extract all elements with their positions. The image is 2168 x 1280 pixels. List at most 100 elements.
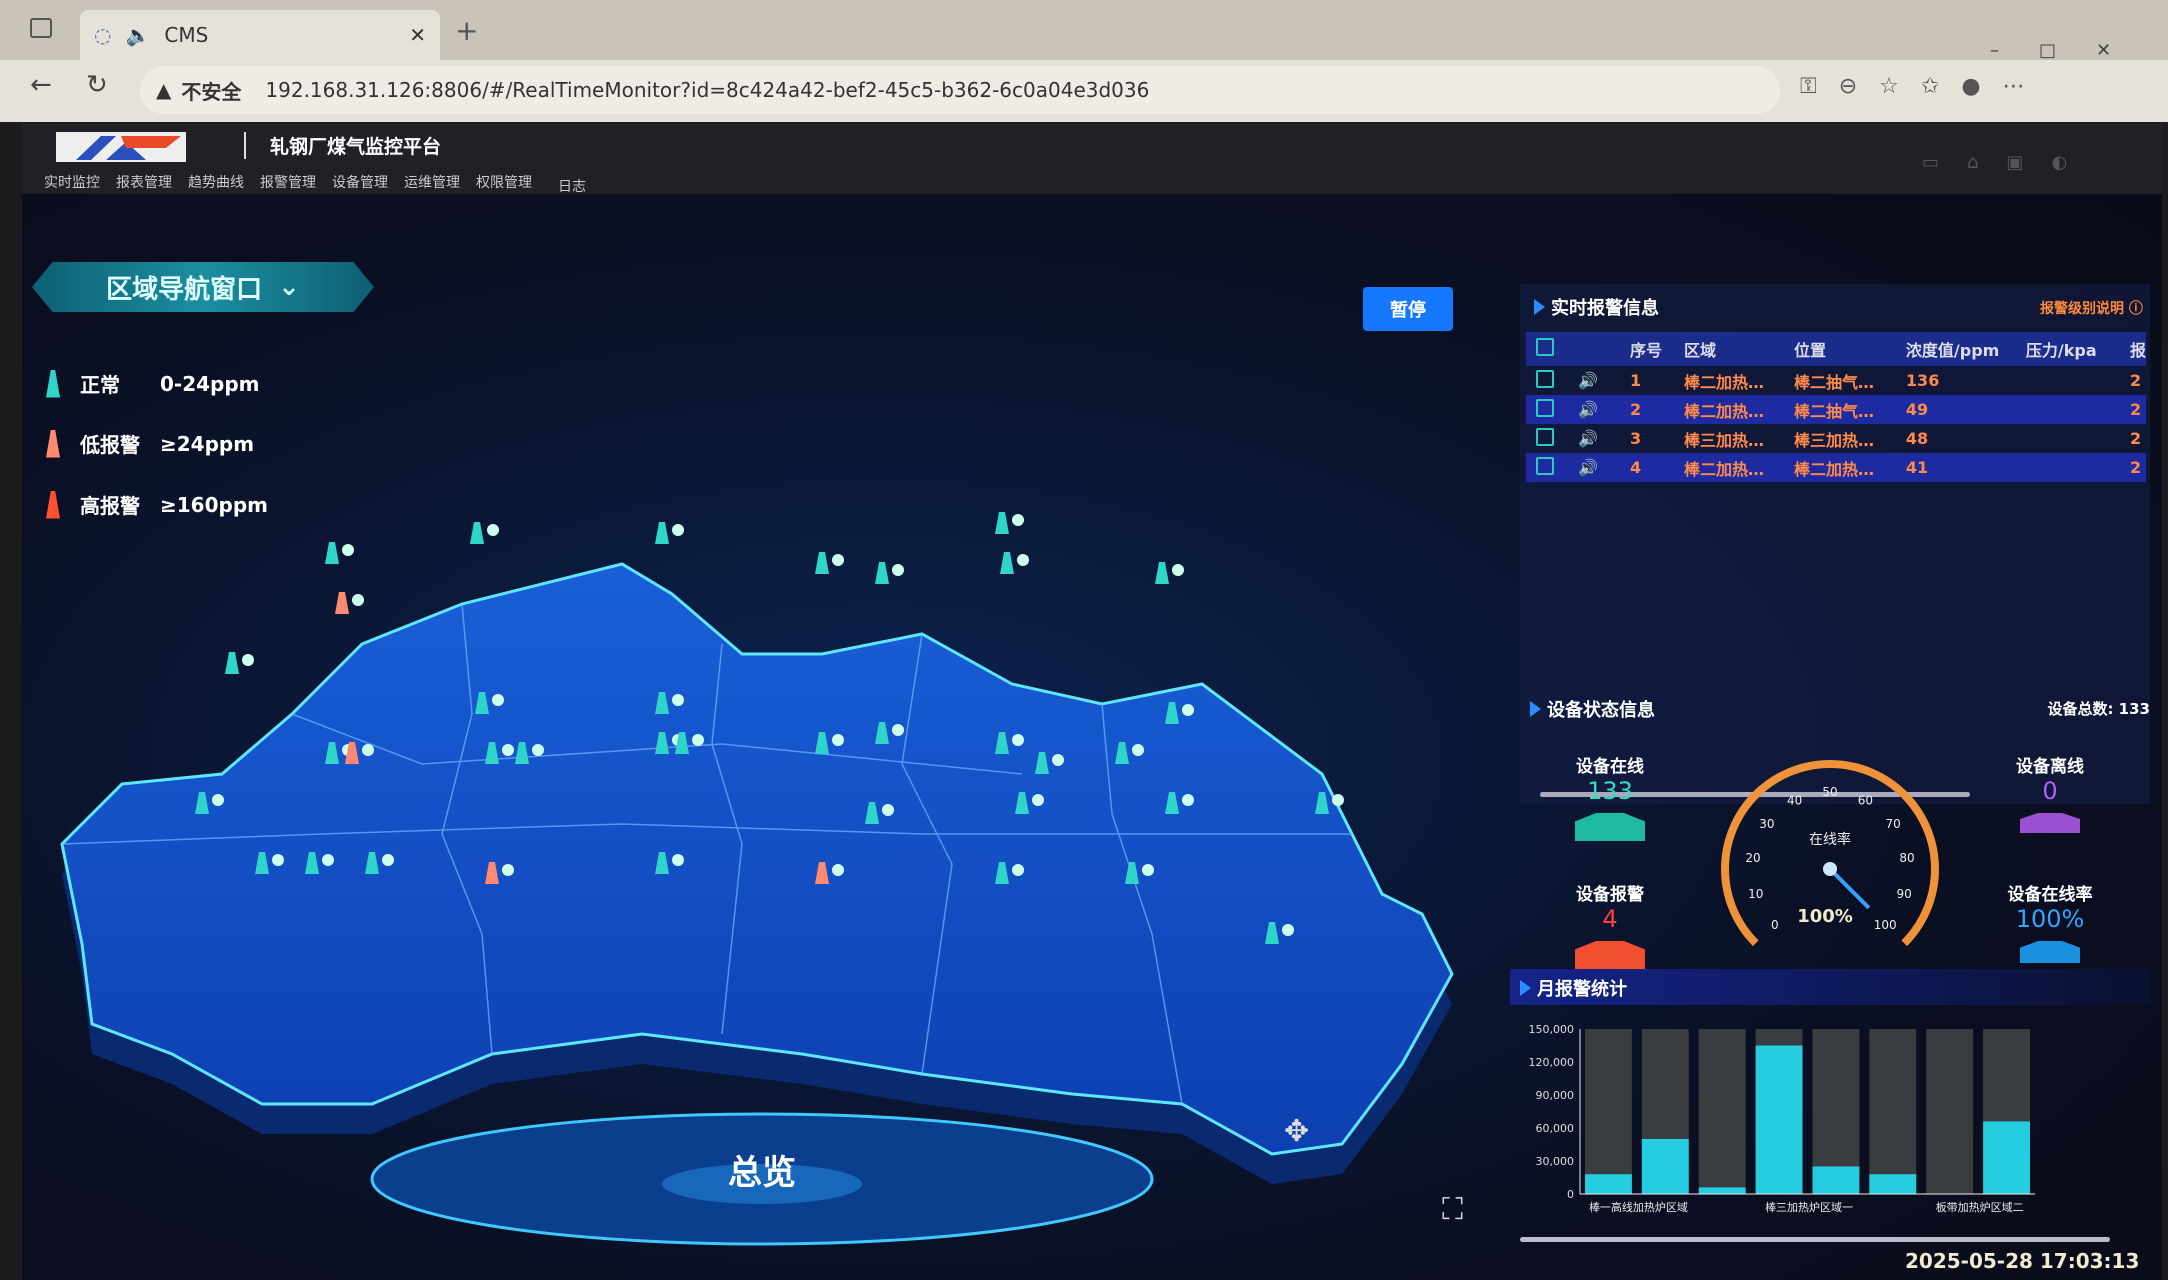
speaker-icon[interactable]: 🔊	[1577, 371, 1598, 390]
shield-icon	[692, 734, 704, 746]
shield-icon	[1012, 864, 1024, 876]
gauge-tick-label: 70	[1885, 817, 1900, 831]
sensor-marker[interactable]	[875, 562, 889, 584]
bar	[1698, 1187, 1746, 1194]
select-all-checkbox[interactable]	[1536, 338, 1554, 356]
sensor-marker[interactable]	[1000, 552, 1014, 574]
sensor-marker[interactable]	[485, 742, 499, 764]
legend-label: 高报警	[80, 494, 140, 518]
alarm-level-help-link[interactable]: 报警级别说明 ⓘ	[2040, 298, 2143, 318]
y-tick-label: 120,000	[1529, 1056, 1575, 1069]
col-ppm: 浓度值/ppm	[1905, 332, 2026, 366]
row-checkbox[interactable]	[1536, 456, 1554, 475]
y-tick-label: 60,000	[1536, 1122, 1575, 1135]
legend-range: 0-24ppm	[160, 371, 260, 396]
shield-icon	[1017, 554, 1029, 566]
nav-devices[interactable]: 设备管理	[332, 175, 388, 191]
table-row[interactable]: 🔊 2 棒二加热… 棒二抽气… 49 2	[1526, 395, 2146, 424]
speaker-icon[interactable]: 🔊	[1577, 453, 1630, 482]
tab-actions-icon[interactable]	[30, 18, 52, 38]
table-row[interactable]: 🔊 3 棒三加热… 棒三加热… 48 2	[1526, 424, 2146, 453]
cell-pressure	[2025, 395, 2130, 424]
sensor-marker[interactable]	[1155, 562, 1169, 584]
sensor-marker[interactable]	[305, 852, 319, 874]
sensor-marker[interactable]	[655, 732, 669, 754]
new-tab-icon[interactable]: +	[455, 14, 479, 47]
sensor-marker[interactable]	[995, 512, 1009, 534]
shield-icon	[892, 564, 904, 576]
sensor-marker[interactable]	[195, 792, 209, 814]
sensor-marker[interactable]	[655, 852, 669, 874]
window-controls[interactable]: –□✕	[1990, 40, 2152, 61]
nav-logs[interactable]: 日志	[558, 179, 586, 195]
sensor-marker[interactable]	[225, 652, 239, 674]
overview-platform[interactable]: 总览	[370, 1112, 1154, 1246]
speaker-icon[interactable]: 🔊	[1577, 395, 1630, 424]
speaker-icon[interactable]: 🔊	[1577, 429, 1598, 448]
sensor-marker[interactable]	[1165, 702, 1179, 724]
nav-realtime[interactable]: 实时监控	[44, 175, 100, 191]
url-field[interactable]: ▲ 不安全 192.168.31.126:8806/#/RealTimeMoni…	[140, 66, 1780, 114]
nav-reports[interactable]: 报表管理	[116, 175, 172, 191]
sensor-marker[interactable]	[1035, 752, 1049, 774]
sensor-marker[interactable]	[1165, 792, 1179, 814]
reload-icon[interactable]: ↻	[86, 70, 108, 100]
legend-range: ≥24ppm	[160, 431, 255, 456]
sensor-marker[interactable]	[365, 852, 379, 874]
sensor-marker[interactable]	[345, 742, 359, 764]
sensor-marker[interactable]	[655, 522, 669, 544]
x-tick-label: 板带加热炉区域二	[1936, 1200, 2024, 1214]
sensor-marker[interactable]	[1015, 792, 1029, 814]
cell-position: 棒三加热…	[1793, 430, 1874, 450]
sensor-marker[interactable]	[815, 862, 829, 884]
sensor-marker[interactable]	[515, 742, 529, 764]
sensor-marker[interactable]	[325, 742, 339, 764]
pause-button[interactable]: 暂停	[1363, 287, 1453, 331]
sensor-marker[interactable]	[815, 732, 829, 754]
browser-toolbar-icons[interactable]: ⚿⊖☆✩●⋯	[1800, 74, 2047, 99]
region-nav-dropdown[interactable]: 区域导航窗口 ⌄	[32, 262, 374, 312]
plant-area-map[interactable]: 总览	[22, 414, 1482, 1264]
sensor-marker[interactable]	[815, 552, 829, 574]
company-logo	[56, 132, 186, 162]
x-tick-label: 棒一高线加热炉区域	[1589, 1200, 1688, 1214]
sensor-marker[interactable]	[865, 802, 879, 824]
nav-maintenance[interactable]: 运维管理	[404, 175, 460, 191]
fullscreen-icon[interactable]: ⛶	[1442, 1192, 1463, 1227]
table-row[interactable]: 🔊 1 棒二加热… 棒二抽气… 136 2	[1526, 366, 2146, 395]
row-checkbox[interactable]	[1536, 369, 1554, 388]
chart-scrollbar[interactable]	[1520, 1237, 2110, 1242]
sensor-marker[interactable]	[1315, 792, 1329, 814]
sensor-marker[interactable]	[335, 592, 349, 614]
security-label: 不安全	[181, 79, 242, 104]
sensor-marker[interactable]	[325, 542, 339, 564]
sensor-marker[interactable]	[1115, 742, 1129, 764]
y-tick-label: 150,000	[1529, 1023, 1575, 1036]
cell-position: 棒二抽气…	[1793, 372, 1874, 392]
table-row[interactable]: 🔊 4 棒二加热… 棒二加热… 41 2	[1526, 453, 2146, 482]
shield-icon	[492, 694, 504, 706]
sensor-marker[interactable]	[655, 692, 669, 714]
sensor-marker[interactable]	[470, 522, 484, 544]
sensor-marker[interactable]	[675, 732, 689, 754]
audio-icon[interactable]: 🔈	[125, 23, 151, 47]
shield-icon	[1182, 794, 1194, 806]
row-checkbox[interactable]	[1536, 398, 1554, 417]
sensor-marker[interactable]	[255, 852, 269, 874]
sensor-marker[interactable]	[995, 732, 1009, 754]
alarm-label: 设备报警	[1576, 885, 1644, 905]
row-checkbox[interactable]	[1536, 427, 1554, 446]
nav-permissions[interactable]: 权限管理	[476, 175, 532, 191]
browser-tab[interactable]: ◌ 🔈 CMS ✕	[80, 10, 440, 60]
sensor-marker[interactable]	[1265, 922, 1279, 944]
back-icon[interactable]: ←	[30, 70, 52, 100]
close-tab-icon[interactable]: ✕	[409, 23, 426, 47]
sensor-marker[interactable]	[475, 692, 489, 714]
sensor-marker[interactable]	[1125, 862, 1139, 884]
sensor-marker[interactable]	[485, 862, 499, 884]
nav-trends[interactable]: 趋势曲线	[188, 175, 244, 191]
nav-alarms[interactable]: 报警管理	[260, 175, 316, 191]
header-tool-icons[interactable]: ▭⌂▣◐	[1922, 152, 2096, 173]
sensor-marker[interactable]	[875, 722, 889, 744]
sensor-marker[interactable]	[995, 862, 1009, 884]
